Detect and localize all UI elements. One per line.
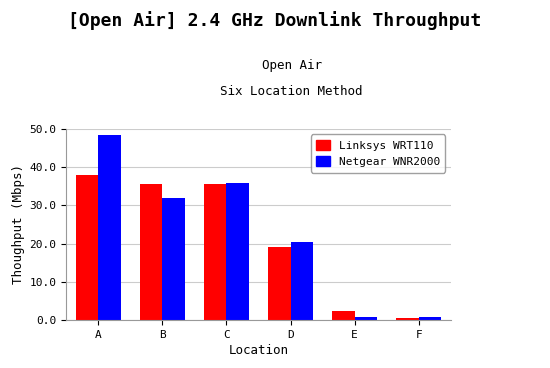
Bar bbox=[290, 242, 313, 320]
Bar bbox=[140, 184, 162, 320]
Bar bbox=[419, 317, 441, 320]
Bar bbox=[397, 318, 419, 320]
Text: [Open Air] 2.4 GHz Downlink Throughput: [Open Air] 2.4 GHz Downlink Throughput bbox=[68, 11, 482, 30]
Bar bbox=[98, 135, 120, 320]
Bar bbox=[332, 311, 355, 320]
Y-axis label: Thoughput (Mbps): Thoughput (Mbps) bbox=[12, 164, 25, 284]
Legend: Linksys WRT110, Netgear WNR2000: Linksys WRT110, Netgear WNR2000 bbox=[311, 134, 446, 173]
Text: Open Air: Open Air bbox=[261, 59, 322, 72]
Bar bbox=[268, 247, 290, 320]
Bar bbox=[204, 184, 227, 320]
Bar bbox=[76, 175, 98, 320]
Bar bbox=[355, 317, 377, 320]
X-axis label: Location: Location bbox=[228, 344, 289, 357]
Bar bbox=[227, 183, 249, 320]
Bar bbox=[162, 198, 185, 320]
Text: Six Location Method: Six Location Method bbox=[220, 85, 363, 98]
